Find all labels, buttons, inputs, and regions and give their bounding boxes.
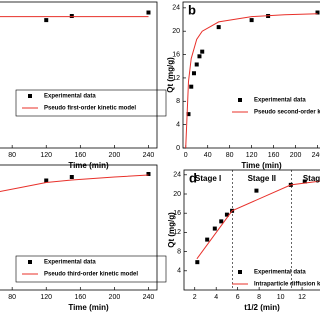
legend-label: Experimental data bbox=[254, 270, 306, 276]
legend-label: Pseudo first-order kinetic model bbox=[44, 106, 136, 112]
data-point bbox=[194, 62, 199, 67]
data-point bbox=[44, 178, 49, 183]
panel-label: d bbox=[189, 170, 197, 185]
y-tick-label: 16 bbox=[173, 210, 181, 217]
legend-label: Experimental data bbox=[44, 260, 96, 266]
y-tick-label: 16 bbox=[172, 51, 180, 58]
y-axis-label: Qt (mg/g) bbox=[167, 212, 176, 248]
plot-area bbox=[0, 172, 151, 193]
y-axis-label: Qt (mg/g) bbox=[166, 57, 175, 93]
data-point bbox=[146, 172, 151, 176]
x-tick-label: 120 bbox=[246, 152, 258, 159]
plot-area bbox=[195, 170, 320, 290]
legend-label: Pseudo second-order kinetic model bbox=[254, 110, 320, 116]
data-point bbox=[249, 18, 254, 23]
x-axis-label: Time (min) bbox=[68, 303, 109, 312]
x-tick-label: 4 bbox=[214, 294, 218, 301]
data-point bbox=[146, 10, 151, 15]
legend-box bbox=[15, 89, 167, 117]
x-axis-label: Time (min) bbox=[241, 161, 282, 170]
data-point bbox=[224, 212, 229, 217]
legend-marker bbox=[28, 260, 32, 264]
x-tick-label: 200 bbox=[290, 152, 302, 159]
data-point bbox=[216, 25, 221, 30]
stage-label: Stage II bbox=[248, 174, 276, 183]
panel-label: b bbox=[188, 2, 196, 17]
x-tick-label: 160 bbox=[74, 294, 86, 301]
plot-frame bbox=[182, 1, 320, 149]
x-tick-label: 8 bbox=[257, 294, 261, 301]
data-point bbox=[191, 71, 196, 76]
plot-area bbox=[0, 10, 151, 23]
data-point bbox=[200, 49, 205, 54]
y-tick-label: 12 bbox=[173, 229, 181, 236]
stage-label: Stage III bbox=[303, 174, 320, 183]
legend-label: Intraparticle diffusion kinetic model bbox=[254, 282, 320, 288]
data-point bbox=[197, 54, 202, 59]
data-point bbox=[302, 179, 307, 184]
data-point bbox=[315, 10, 320, 15]
x-tick-label: 2 bbox=[193, 294, 197, 301]
x-tick-label: 120 bbox=[40, 152, 52, 159]
x-tick-label: 80 bbox=[8, 294, 16, 301]
x-tick-label: 10 bbox=[277, 294, 285, 301]
plot-frame bbox=[0, 164, 158, 291]
x-tick-label: 6 bbox=[236, 294, 240, 301]
data-point bbox=[186, 112, 191, 117]
model-line bbox=[185, 13, 318, 148]
y-tick-label: 4 bbox=[177, 268, 181, 275]
x-tick-label: 80 bbox=[226, 152, 234, 159]
y-tick-label: 24 bbox=[172, 5, 180, 12]
x-axis-label: t1/2 (min) bbox=[244, 303, 280, 312]
stage-label: Stage I bbox=[195, 174, 221, 183]
legend-label: Pseudo third-order kinetic model bbox=[44, 272, 138, 278]
data-point bbox=[69, 14, 74, 19]
y-tick-label: 20 bbox=[172, 28, 180, 35]
x-axis-label: Time (min) bbox=[68, 161, 109, 170]
data-point bbox=[219, 219, 224, 224]
y-tick-label: 8 bbox=[176, 98, 180, 105]
legend-box bbox=[15, 255, 167, 283]
y-tick-label: 12 bbox=[172, 75, 180, 82]
data-point bbox=[69, 175, 74, 179]
data-point bbox=[212, 226, 217, 231]
x-tick-label: 200 bbox=[109, 152, 121, 159]
y-tick-label: 24 bbox=[173, 172, 181, 179]
model-line bbox=[0, 174, 149, 193]
data-point bbox=[254, 188, 259, 193]
x-tick-label: 240 bbox=[143, 152, 155, 159]
plot-area bbox=[185, 10, 320, 148]
legend-marker bbox=[238, 270, 242, 274]
legend-marker bbox=[28, 94, 32, 98]
model-line bbox=[196, 180, 320, 260]
data-point bbox=[205, 237, 210, 242]
y-tick-label: 4 bbox=[176, 121, 180, 128]
x-tick-label: 40 bbox=[204, 152, 212, 159]
data-point bbox=[44, 18, 49, 23]
x-tick-label: 80 bbox=[8, 152, 16, 159]
x-tick-label: 120 bbox=[40, 294, 52, 301]
plot-frame bbox=[183, 169, 320, 291]
x-tick-label: 160 bbox=[268, 152, 280, 159]
y-tick-label: 20 bbox=[173, 191, 181, 198]
y-tick-label: 0 bbox=[176, 145, 180, 152]
data-point bbox=[189, 84, 194, 89]
x-tick-label: 0 bbox=[184, 152, 188, 159]
x-tick-label: 240 bbox=[312, 152, 320, 159]
legend-marker bbox=[238, 98, 242, 102]
x-tick-label: 12 bbox=[298, 294, 306, 301]
y-tick-label: 8 bbox=[177, 248, 181, 255]
model-line bbox=[0, 16, 149, 18]
x-tick-label: 160 bbox=[74, 152, 86, 159]
data-point bbox=[195, 260, 200, 265]
x-tick-label: 240 bbox=[143, 294, 155, 301]
legend-label: Experimental data bbox=[254, 98, 306, 104]
legend-label: Experimental data bbox=[44, 94, 96, 100]
x-tick-label: 200 bbox=[109, 294, 121, 301]
plot-frame bbox=[0, 1, 158, 149]
